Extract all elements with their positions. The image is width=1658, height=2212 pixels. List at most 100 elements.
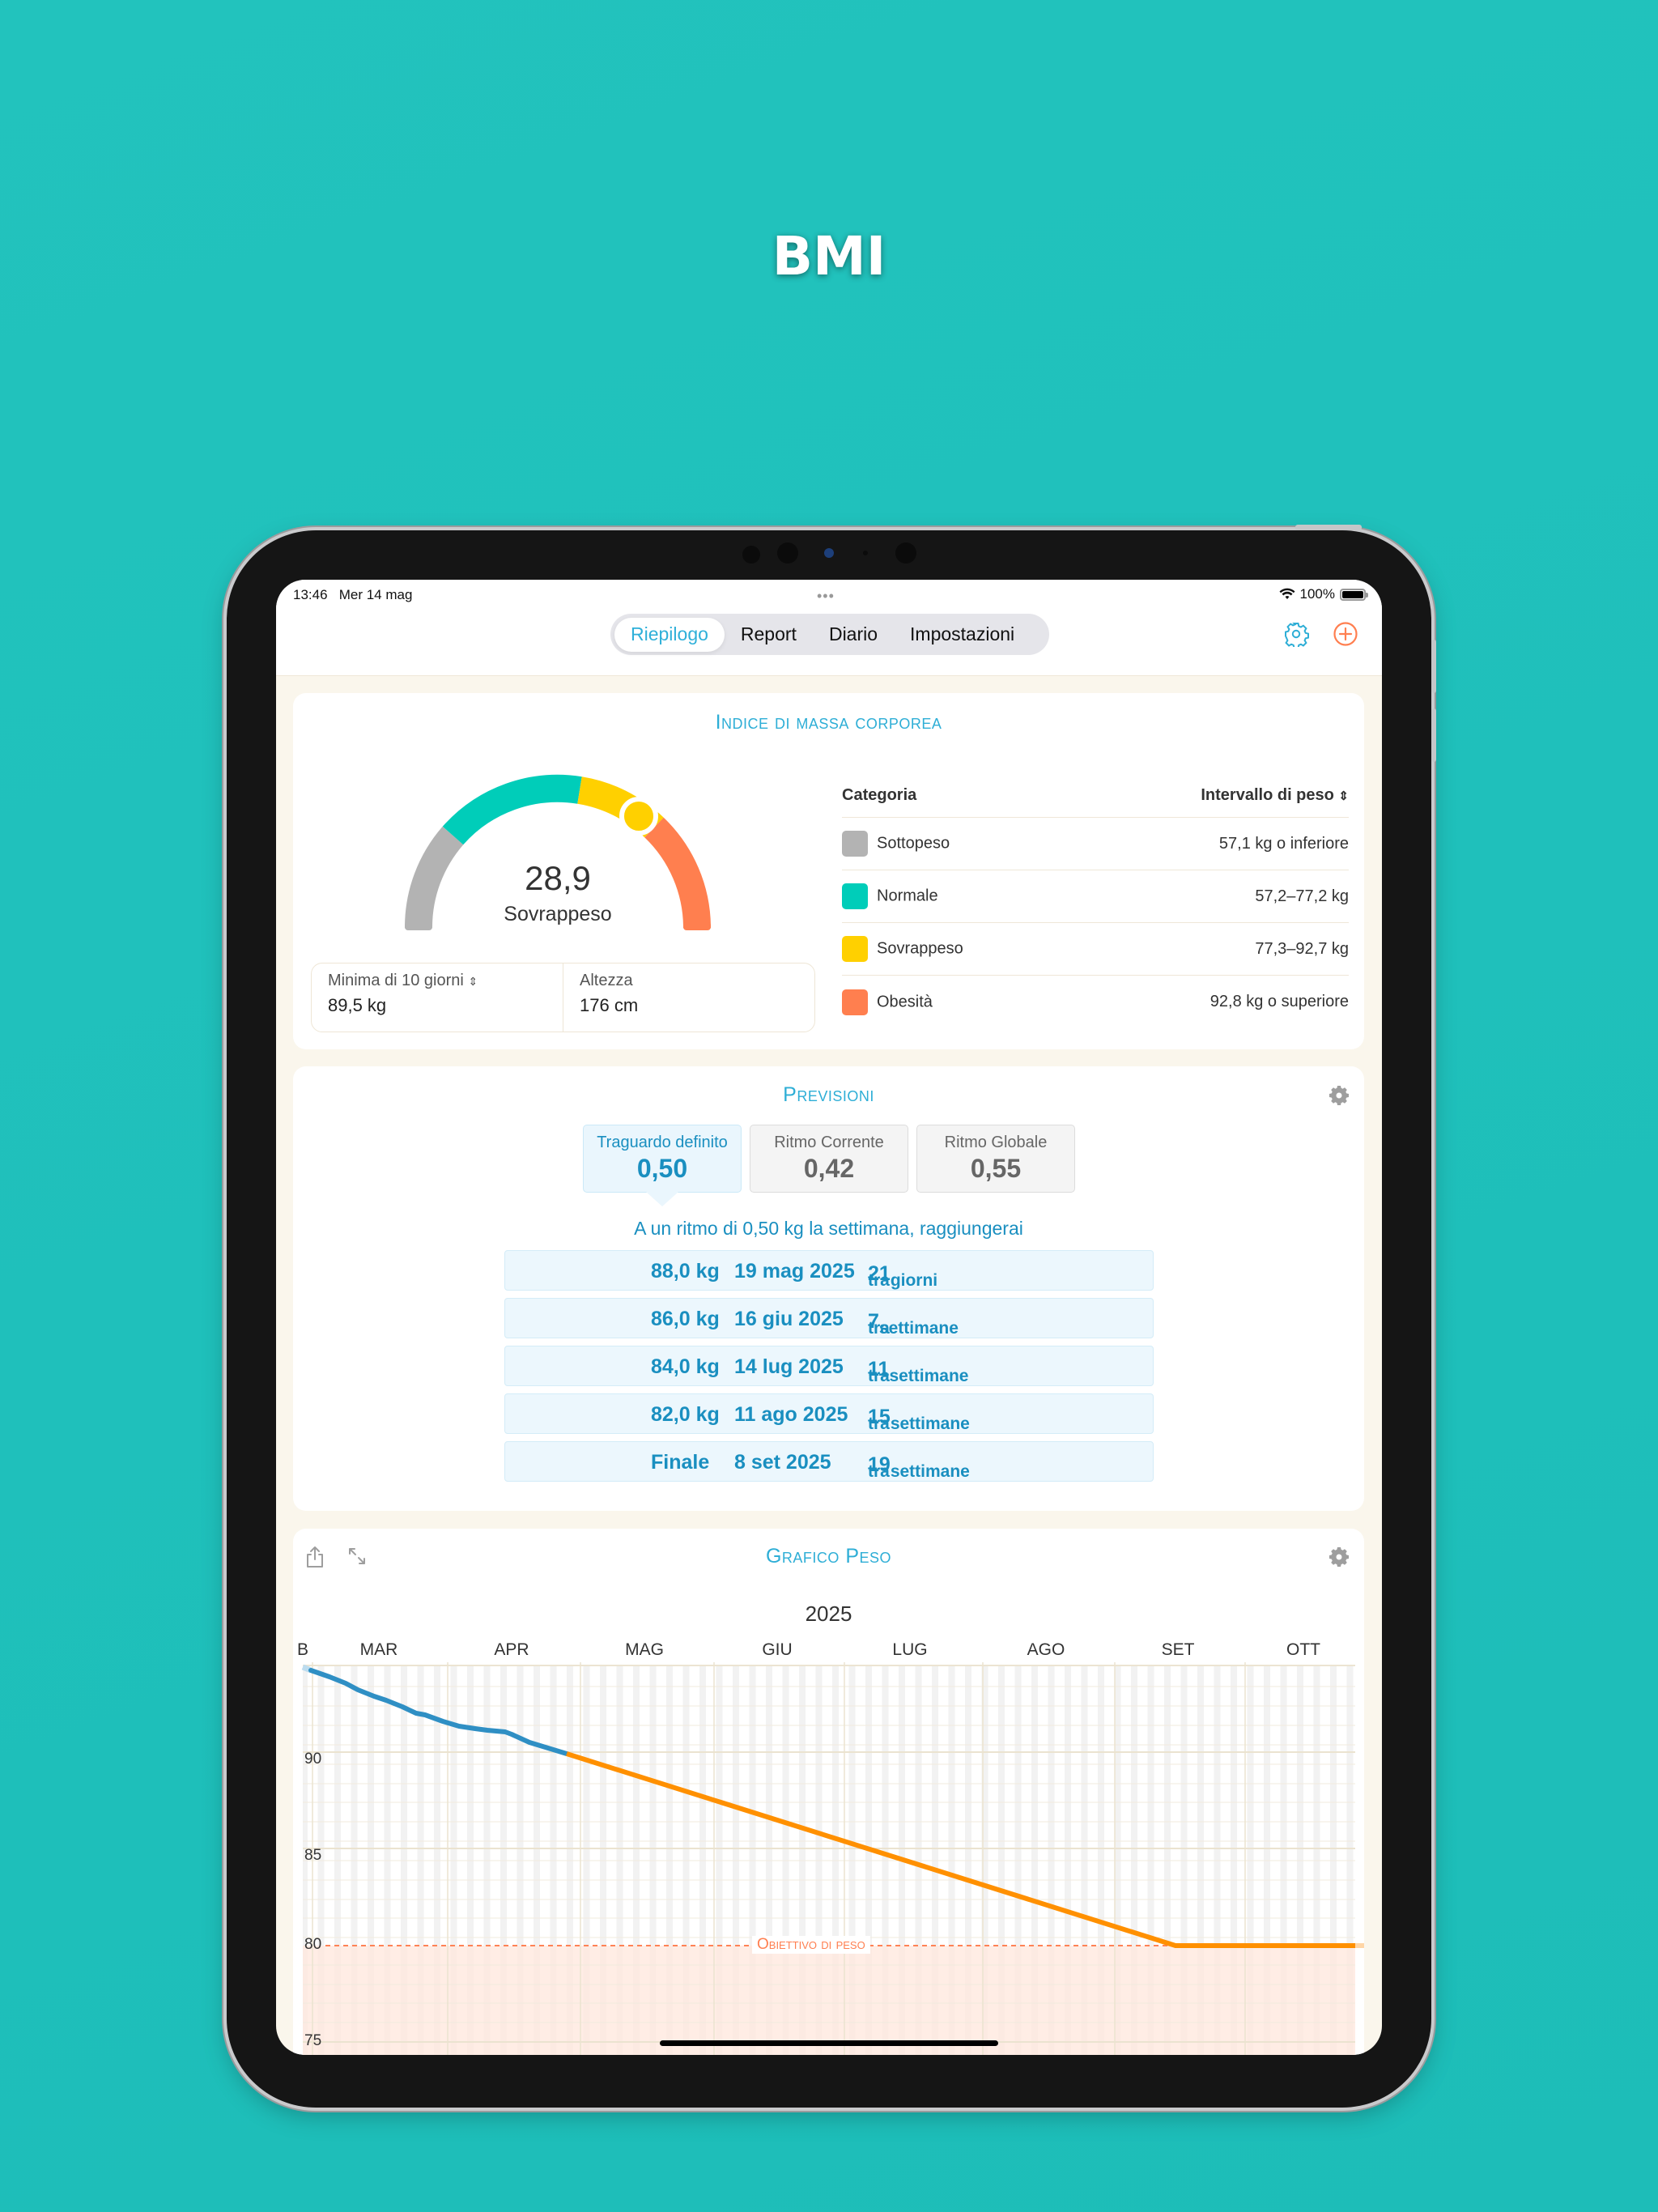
bmi-card-title: Indice di massa corporea: [715, 711, 942, 734]
month-label: MAG: [625, 1640, 664, 1659]
min-weight-selector[interactable]: Minima di 10 giorni ⇕ 89,5 kg: [312, 963, 563, 1032]
forecast-row: 84,0 kg 14 lug 2025 tra 11 settimane: [504, 1346, 1154, 1386]
color-swatch: [842, 883, 868, 909]
height-label: Altezza: [580, 972, 633, 989]
rate-global-button[interactable]: Ritmo Globale 0,55: [916, 1125, 1075, 1193]
bmi-card: Indice di massa corporea 28,9 Sovrappeso…: [293, 693, 1364, 1049]
forecast-eta: tra 21 giorni: [868, 1262, 938, 1290]
chevron-updown-icon: ⇕: [468, 975, 478, 988]
min-weight-label: Minima di 10 giorni ⇕: [328, 972, 478, 989]
category-row: Normale 57,2–77,2 kg: [842, 870, 1349, 923]
forecast-weight: 88,0 kg: [651, 1260, 720, 1283]
color-swatch: [842, 989, 868, 1015]
gauge-marker: [619, 797, 658, 836]
chart-card-title: Grafico Peso: [765, 1545, 892, 1568]
y-tick: 90: [304, 1750, 322, 1767]
month-label: AGO: [1027, 1640, 1065, 1659]
time: 13:46: [293, 587, 328, 602]
add-entry-button[interactable]: [1333, 621, 1358, 647]
chart-year: 2025: [805, 1602, 852, 1626]
status-indicators: 100%: [1279, 586, 1368, 602]
status-time: 13:46 Mer 14 mag: [293, 587, 412, 603]
forecast-row: 86,0 kg 16 giu 2025 tra 7 settimane: [504, 1298, 1154, 1338]
weight-chart-plot[interactable]: [293, 1662, 1364, 2055]
rate-value: 0,50: [636, 1154, 688, 1183]
tab-diario[interactable]: Diario: [828, 623, 878, 644]
forecast-weight: 82,0 kg: [651, 1403, 720, 1426]
gear-icon[interactable]: [1283, 621, 1309, 647]
category-name: Normale: [877, 887, 938, 905]
forecast-eta: tra 19 settimane: [868, 1453, 970, 1481]
category-table: Categoria Intervallo di peso ⇕ Sottopeso…: [842, 774, 1349, 1028]
battery-icon: [1340, 588, 1368, 601]
color-swatch: [842, 831, 868, 857]
multitask-dots[interactable]: •••: [817, 588, 835, 604]
sensor-icon: [895, 542, 916, 564]
month-label: B: [297, 1640, 309, 1659]
forecast-date: 11 ago 2025: [734, 1403, 848, 1426]
tab-riepilogo[interactable]: Riepilogo: [614, 617, 725, 652]
sensor-icon: [863, 551, 868, 555]
sensor-icon: [777, 542, 798, 564]
share-icon[interactable]: [304, 1545, 325, 1569]
y-tick: 85: [304, 1847, 322, 1864]
category-table-header: Categoria Intervallo di peso ⇕: [842, 774, 1349, 818]
forecast-date: 19 mag 2025: [734, 1260, 855, 1283]
forecast-date: 14 lug 2025: [734, 1355, 844, 1378]
date: Mer 14 mag: [338, 587, 413, 602]
month-label: MAR: [359, 1640, 398, 1659]
volume-up-button: [1431, 640, 1436, 693]
rate-value: 0,42: [803, 1154, 855, 1183]
selected-pointer: [646, 1192, 678, 1206]
category-name: Sottopeso: [877, 834, 950, 853]
tab-impostazioni[interactable]: Impostazioni: [910, 623, 1015, 644]
forecast-weight: 86,0 kg: [651, 1308, 720, 1330]
forecast-row: 88,0 kg 19 mag 2025 tra 21 giorni: [504, 1250, 1154, 1291]
header-range-sort[interactable]: Intervallo di peso ⇕: [1201, 786, 1349, 804]
forecast-weight: Finale: [651, 1451, 710, 1474]
rate-label: Ritmo Corrente: [774, 1134, 884, 1151]
header-category: Categoria: [842, 786, 917, 804]
goal-weight-label: Obiettivo di peso: [752, 1936, 870, 1954]
home-indicator[interactable]: [660, 2040, 998, 2046]
wifi-icon: [1279, 588, 1295, 599]
y-tick: 75: [304, 2032, 322, 2049]
bmi-value: 28,9: [525, 859, 591, 897]
ipad-screen: 13:46 Mer 14 mag ••• 100% Riepilogo Repo…: [276, 580, 1382, 2055]
top-button: [1295, 525, 1362, 530]
forecast-eta: tra 7 settimane: [868, 1310, 959, 1338]
category-name: Sovrappeso: [877, 939, 963, 958]
rate-label: Ritmo Globale: [944, 1134, 1048, 1151]
forecast-card: Previsioni Traguardo definito 0,50 Ritmo…: [293, 1066, 1364, 1511]
color-swatch: [842, 936, 868, 962]
height-cell: Altezza 176 cm: [563, 963, 814, 1032]
rate-target-button[interactable]: Traguardo definito 0,50: [583, 1125, 742, 1193]
height-value: 176 cm: [580, 995, 639, 1015]
category-row: Obesità 92,8 kg o superiore: [842, 976, 1349, 1028]
category-row: Sottopeso 57,1 kg o inferiore: [842, 818, 1349, 870]
rate-sentence: A un ritmo di 0,50 kg la settimana, ragg…: [634, 1218, 1023, 1239]
chart-settings-gear-icon[interactable]: [1329, 1546, 1350, 1568]
forecast-eta: tra 15 settimane: [868, 1406, 970, 1433]
volume-down-button: [1431, 708, 1436, 762]
rate-value: 0,55: [970, 1154, 1022, 1183]
forecast-row: Finale 8 set 2025 tra 19 settimane: [504, 1441, 1154, 1482]
forecast-date: 8 set 2025: [734, 1451, 831, 1474]
navigation-bar: 13:46 Mer 14 mag ••• 100% Riepilogo Repo…: [276, 580, 1382, 676]
bmi-gauge: [404, 774, 711, 930]
category-range: 57,2–77,2 kg: [1255, 887, 1349, 905]
forecast-date: 16 giu 2025: [734, 1308, 844, 1330]
forecast-settings-gear-icon[interactable]: [1329, 1085, 1350, 1106]
month-label: OTT: [1286, 1640, 1320, 1659]
hero-title: BMI: [772, 225, 886, 287]
category-range: 77,3–92,7 kg: [1255, 939, 1349, 958]
category-range: 57,1 kg o inferiore: [1218, 834, 1349, 853]
tab-report[interactable]: Report: [740, 623, 797, 644]
forecast-weight: 84,0 kg: [651, 1355, 720, 1378]
month-label: SET: [1161, 1640, 1195, 1659]
rate-current-button[interactable]: Ritmo Corrente 0,42: [750, 1125, 908, 1193]
min-weight-value: 89,5 kg: [328, 995, 387, 1015]
forecast-card-title: Previsioni: [783, 1083, 874, 1106]
expand-icon[interactable]: [346, 1546, 368, 1567]
y-tick: 80: [304, 1936, 322, 1953]
